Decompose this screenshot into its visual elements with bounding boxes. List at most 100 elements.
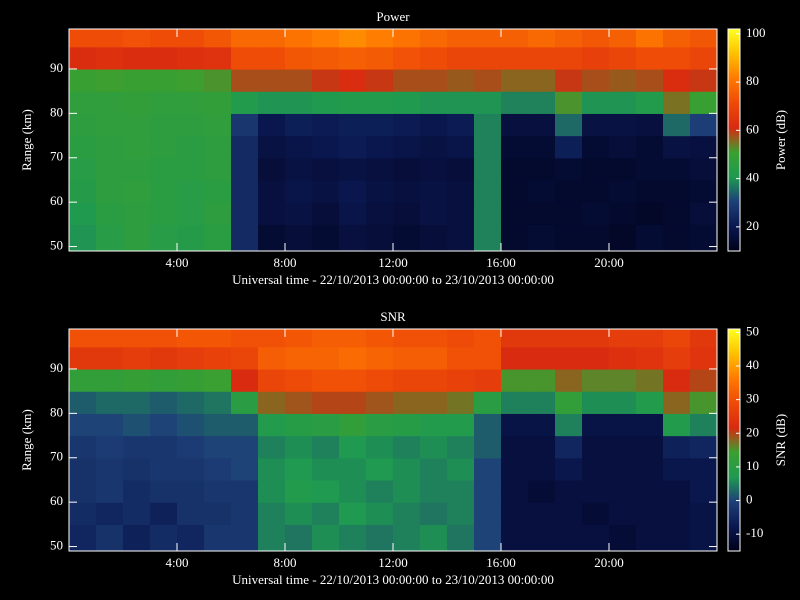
heatmap-cell: [150, 329, 178, 348]
heatmap-cell: [528, 524, 556, 551]
heatmap-cell: [204, 457, 232, 481]
heatmap-cell: [663, 524, 691, 551]
heatmap-cell: [609, 179, 637, 203]
heatmap-cell: [420, 179, 448, 203]
heatmap-cell: [177, 179, 205, 203]
heatmap-cell: [474, 435, 502, 459]
heatmap-cell: [231, 413, 259, 437]
heatmap-cell: [231, 179, 259, 203]
heatmap-cell: [339, 368, 367, 392]
heatmap-cell: [258, 502, 286, 525]
heatmap-cell: [177, 68, 205, 92]
colorbar-tick-label: 50: [746, 323, 759, 338]
heatmap-cell: [150, 135, 178, 159]
heatmap-cell: [636, 524, 664, 551]
colorbar-tick-label: 20: [746, 424, 759, 439]
heatmap-cell: [474, 202, 502, 225]
heatmap-cell: [555, 457, 583, 481]
heatmap-cell: [474, 479, 502, 503]
x-axis-label: Universal time - 22/10/2013 00:00:00 to …: [232, 572, 554, 587]
heatmap-cell: [582, 202, 610, 225]
heatmap-cell: [501, 179, 529, 203]
heatmap-cell: [501, 391, 529, 414]
heatmap-cells: [69, 29, 717, 251]
heatmap-cell: [528, 391, 556, 414]
heatmap-cell: [447, 502, 475, 525]
heatmap-cell: [339, 157, 367, 181]
heatmap-cell: [447, 68, 475, 92]
heatmap-cell: [528, 368, 556, 392]
heatmap-cell: [123, 368, 151, 392]
heatmap-cell: [366, 135, 394, 159]
heatmap-cell: [339, 224, 367, 251]
y-tick-label: 70: [50, 449, 63, 464]
heatmap-cell: [339, 413, 367, 437]
heatmap-cell: [204, 91, 232, 114]
heatmap-cell: [150, 46, 178, 70]
heatmap-cell: [258, 479, 286, 503]
x-tick-label: 16:00: [486, 555, 516, 570]
heatmap-cell: [609, 502, 637, 525]
y-tick-label: 90: [50, 360, 63, 375]
heatmap-cell: [555, 46, 583, 70]
heatmap-cell: [636, 202, 664, 225]
heatmap-cell: [447, 457, 475, 481]
heatmap-cell: [285, 457, 313, 481]
heatmap-cell: [150, 91, 178, 114]
heatmap-cell: [123, 91, 151, 114]
heatmap-cell: [447, 391, 475, 414]
heatmap-cell: [609, 457, 637, 481]
heatmap-cell: [528, 413, 556, 437]
heatmap-cell: [609, 91, 637, 114]
heatmap-cell: [582, 391, 610, 414]
heatmap-cell: [663, 157, 691, 181]
heatmap-cell: [69, 68, 97, 92]
heatmap-cell: [663, 368, 691, 392]
heatmap-cell: [609, 224, 637, 251]
heatmap-cell: [528, 435, 556, 459]
heatmap-cell: [285, 46, 313, 70]
heatmap-cell: [501, 502, 529, 525]
heatmap-cell: [447, 224, 475, 251]
heatmap-cell: [501, 91, 529, 114]
heatmap-cell: [150, 502, 178, 525]
heatmap-cell: [285, 413, 313, 437]
heatmap-cell: [231, 113, 259, 137]
heatmap-cell: [447, 179, 475, 203]
heatmap-cell: [123, 157, 151, 181]
heatmap-cell: [177, 91, 205, 114]
heatmap-cell: [663, 435, 691, 459]
y-tick-label: 50: [50, 538, 63, 553]
heatmap-cell: [339, 91, 367, 114]
heatmap-cell: [285, 368, 313, 392]
heatmap-cell: [69, 224, 97, 251]
heatmap-cell: [663, 413, 691, 437]
y-tick-label: 60: [50, 193, 63, 208]
heatmap-cell: [447, 113, 475, 137]
heatmap-cell: [285, 157, 313, 181]
heatmap-cell: [339, 329, 367, 348]
heatmap-cell: [447, 135, 475, 159]
heatmap-cell: [96, 179, 124, 203]
heatmap-cell: [204, 135, 232, 159]
heatmap-cell: [528, 113, 556, 137]
heatmap-cell: [204, 368, 232, 392]
heatmap-cell: [69, 135, 97, 159]
heatmap-cell: [690, 29, 717, 48]
heatmap-cell: [96, 435, 124, 459]
heatmap-cell: [501, 202, 529, 225]
heatmap-cell: [528, 157, 556, 181]
heatmap-cell: [501, 29, 529, 48]
heatmap-cell: [96, 457, 124, 481]
heatmap-cell: [393, 157, 421, 181]
heatmap-cell: [204, 46, 232, 70]
heatmap-cell: [231, 368, 259, 392]
heatmap-cell: [150, 479, 178, 503]
heatmap-cell: [420, 46, 448, 70]
heatmap-cell: [285, 91, 313, 114]
heatmap-cell: [312, 202, 340, 225]
heatmap-cell: [204, 157, 232, 181]
heatmap-cell: [582, 179, 610, 203]
x-tick-label: 4:00: [165, 255, 188, 270]
